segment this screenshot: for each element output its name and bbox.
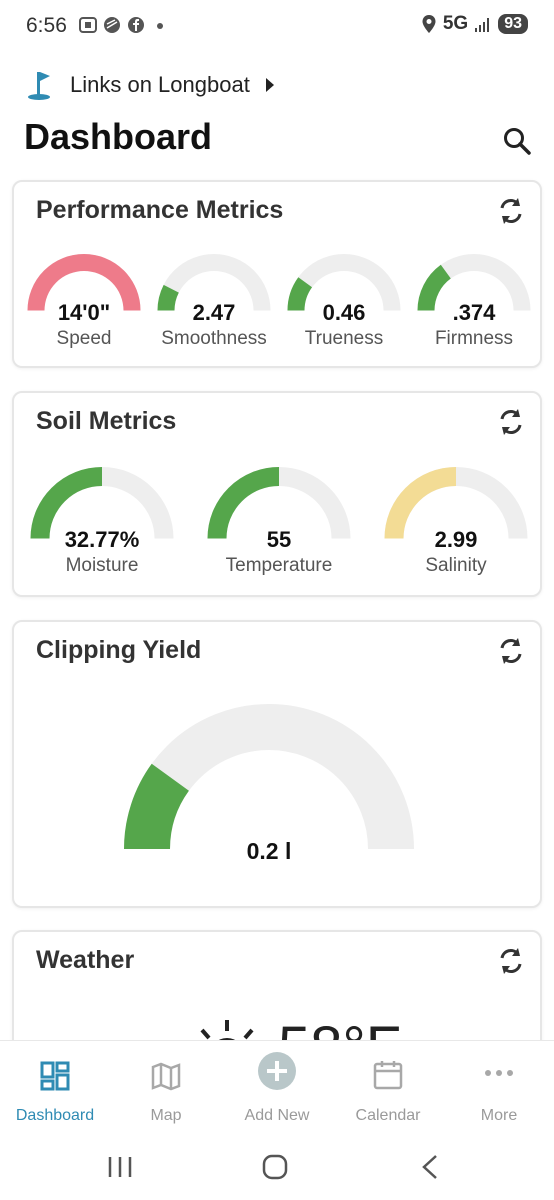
app-icon <box>104 17 120 33</box>
gauge-fill <box>287 277 313 311</box>
card-title: Weather <box>36 946 135 974</box>
location-icon <box>422 15 436 33</box>
system-navigation <box>0 1136 554 1200</box>
course-selector[interactable]: Links on Longboat <box>26 68 276 102</box>
gauge-arc <box>417 254 531 311</box>
gauge-smoothness: 2.47 Smoothness <box>154 252 274 358</box>
gauge-fill <box>417 264 452 311</box>
bottom-navigation: Dashboard Map Add New Calendar More <box>0 1040 554 1136</box>
gauge-label: Speed <box>56 328 112 349</box>
screenshot-icon <box>79 17 97 33</box>
refresh-icon[interactable] <box>496 946 526 976</box>
gauge-fill <box>157 284 180 311</box>
nav-label: Add New <box>244 1107 310 1124</box>
search-icon[interactable] <box>502 126 532 156</box>
status-time: 6:56 <box>26 14 67 37</box>
clipping-yield-card: Clipping Yield 0.2 l <box>12 620 542 908</box>
performance-metrics-card: Performance Metrics 14'0" Speed 2.47 Smooth… <box>12 180 542 368</box>
gauge-fill <box>30 467 103 539</box>
more-icon <box>485 1070 513 1076</box>
status-right: 5G 93 <box>421 13 528 35</box>
gauge-fill <box>384 467 457 539</box>
refresh-icon[interactable] <box>496 407 526 437</box>
nav-label: More <box>480 1107 518 1124</box>
gauge-label: Firmness <box>434 328 514 349</box>
gauge-value: 2.99 <box>434 527 478 552</box>
gauge-temperature: 55 Temperature <box>205 465 353 585</box>
nav-label: Calendar <box>355 1107 421 1124</box>
nav-add-new[interactable]: Add New <box>222 1041 332 1137</box>
gauge-salinity: 2.99 Salinity <box>382 465 530 585</box>
gauge-trueness: 0.46 Trueness <box>284 252 404 358</box>
gauge-fill <box>207 467 280 539</box>
gauge-value: 14'0" <box>57 300 111 325</box>
gauge-value: 0.46 <box>322 300 366 325</box>
add-icon <box>258 1052 296 1090</box>
dot-icon <box>157 23 163 29</box>
caret-right-icon <box>265 78 274 92</box>
gauge-value: 32.77% <box>64 527 140 552</box>
gauge-value: 2.47 <box>192 300 236 325</box>
gauge-value: 0.2 l <box>246 838 292 864</box>
status-bar: 6:56 5G 93 <box>0 0 554 52</box>
facebook-icon <box>128 17 144 33</box>
nav-calendar[interactable]: Calendar <box>333 1041 443 1137</box>
calendar-icon <box>373 1061 403 1090</box>
gauge-fill <box>27 254 141 311</box>
refresh-icon[interactable] <box>496 636 526 666</box>
signal-icon <box>475 18 490 32</box>
map-icon <box>151 1062 181 1091</box>
card-title: Performance Metrics <box>36 196 284 224</box>
gauge-value: .374 <box>452 300 496 325</box>
network-type: 5G <box>442 13 469 34</box>
gauge-arc <box>27 254 141 311</box>
soil-metrics-card: Soil Metrics 32.77% Moisture 55 Temperature… <box>12 391 542 597</box>
gauge-arc <box>384 467 528 539</box>
gauge-speed: 14'0" Speed <box>24 252 144 358</box>
golf-flag-icon <box>28 72 50 100</box>
back-icon[interactable] <box>420 1154 440 1180</box>
nav-label: Map <box>150 1107 182 1124</box>
gauge-arc <box>124 704 414 850</box>
gauge-label: Temperature <box>225 555 333 576</box>
dashboard-icon <box>40 1061 70 1091</box>
home-icon[interactable] <box>262 1154 288 1180</box>
recent-apps-icon[interactable] <box>106 1154 134 1180</box>
nav-label: Dashboard <box>15 1107 95 1124</box>
gauge-arc <box>287 254 401 311</box>
notification-icons <box>78 15 170 35</box>
card-title: Soil Metrics <box>36 407 177 435</box>
gauge-arc <box>30 467 174 539</box>
gauge-moisture: 32.77% Moisture <box>28 465 176 585</box>
gauge-arc <box>157 254 271 311</box>
gauge-label: Moisture <box>65 555 139 576</box>
nav-more[interactable]: More <box>444 1041 554 1137</box>
gauge-clipping-yield: 0.2 l <box>119 702 419 932</box>
battery-level: 93 <box>498 14 528 34</box>
nav-map[interactable]: Map <box>111 1041 221 1137</box>
gauge-value: 55 <box>266 527 292 552</box>
page-title: Dashboard <box>24 116 213 157</box>
gauge-fill <box>124 763 190 850</box>
gauge-label: Trueness <box>304 328 384 349</box>
gauge-arc <box>207 467 351 539</box>
nav-dashboard[interactable]: Dashboard <box>0 1041 110 1137</box>
course-name: Links on Longboat <box>70 72 250 97</box>
gauge-label: Smoothness <box>161 328 267 349</box>
gauge-label: Salinity <box>425 555 487 576</box>
refresh-icon[interactable] <box>496 196 526 226</box>
card-title: Clipping Yield <box>36 636 202 664</box>
gauge-firmness: .374 Firmness <box>414 252 534 358</box>
